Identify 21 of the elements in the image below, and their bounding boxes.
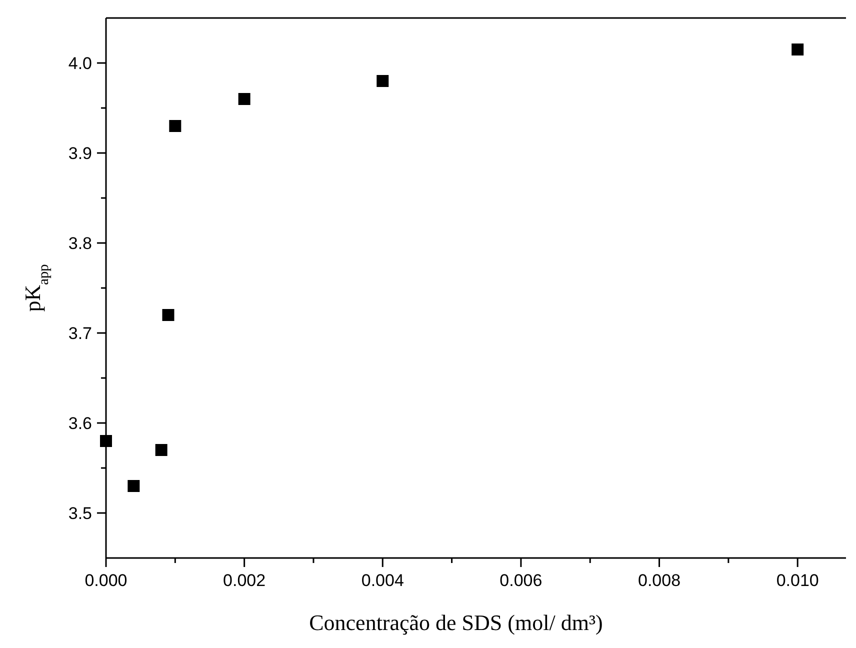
y-tick-label: 3.6 <box>68 414 92 433</box>
x-tick-label: 0.010 <box>776 571 819 590</box>
y-tick-label: 3.9 <box>68 144 92 163</box>
point <box>162 309 174 321</box>
point <box>155 444 168 456</box>
text: 0.000 <box>84 571 128 590</box>
y-tick-label: 4.0 <box>68 54 92 73</box>
y-tick-label: 3.7 <box>68 324 92 343</box>
point <box>169 120 182 132</box>
point <box>100 435 112 447</box>
point <box>792 44 804 56</box>
point <box>376 75 389 87</box>
point <box>238 93 250 105</box>
point <box>128 480 140 492</box>
x-tick-label: 0.004 <box>361 571 404 590</box>
x-tick-label: 0.002 <box>223 571 266 590</box>
x-axis-title: Concentração de SDS (mol/ dm³) <box>309 610 603 635</box>
x-tick-label: 0.008 <box>638 571 681 590</box>
x-tick-label: 0.006 <box>500 571 542 590</box>
y-tick-label: 3.5 <box>68 504 92 523</box>
y-tick-label: 3.8 <box>68 234 92 253</box>
